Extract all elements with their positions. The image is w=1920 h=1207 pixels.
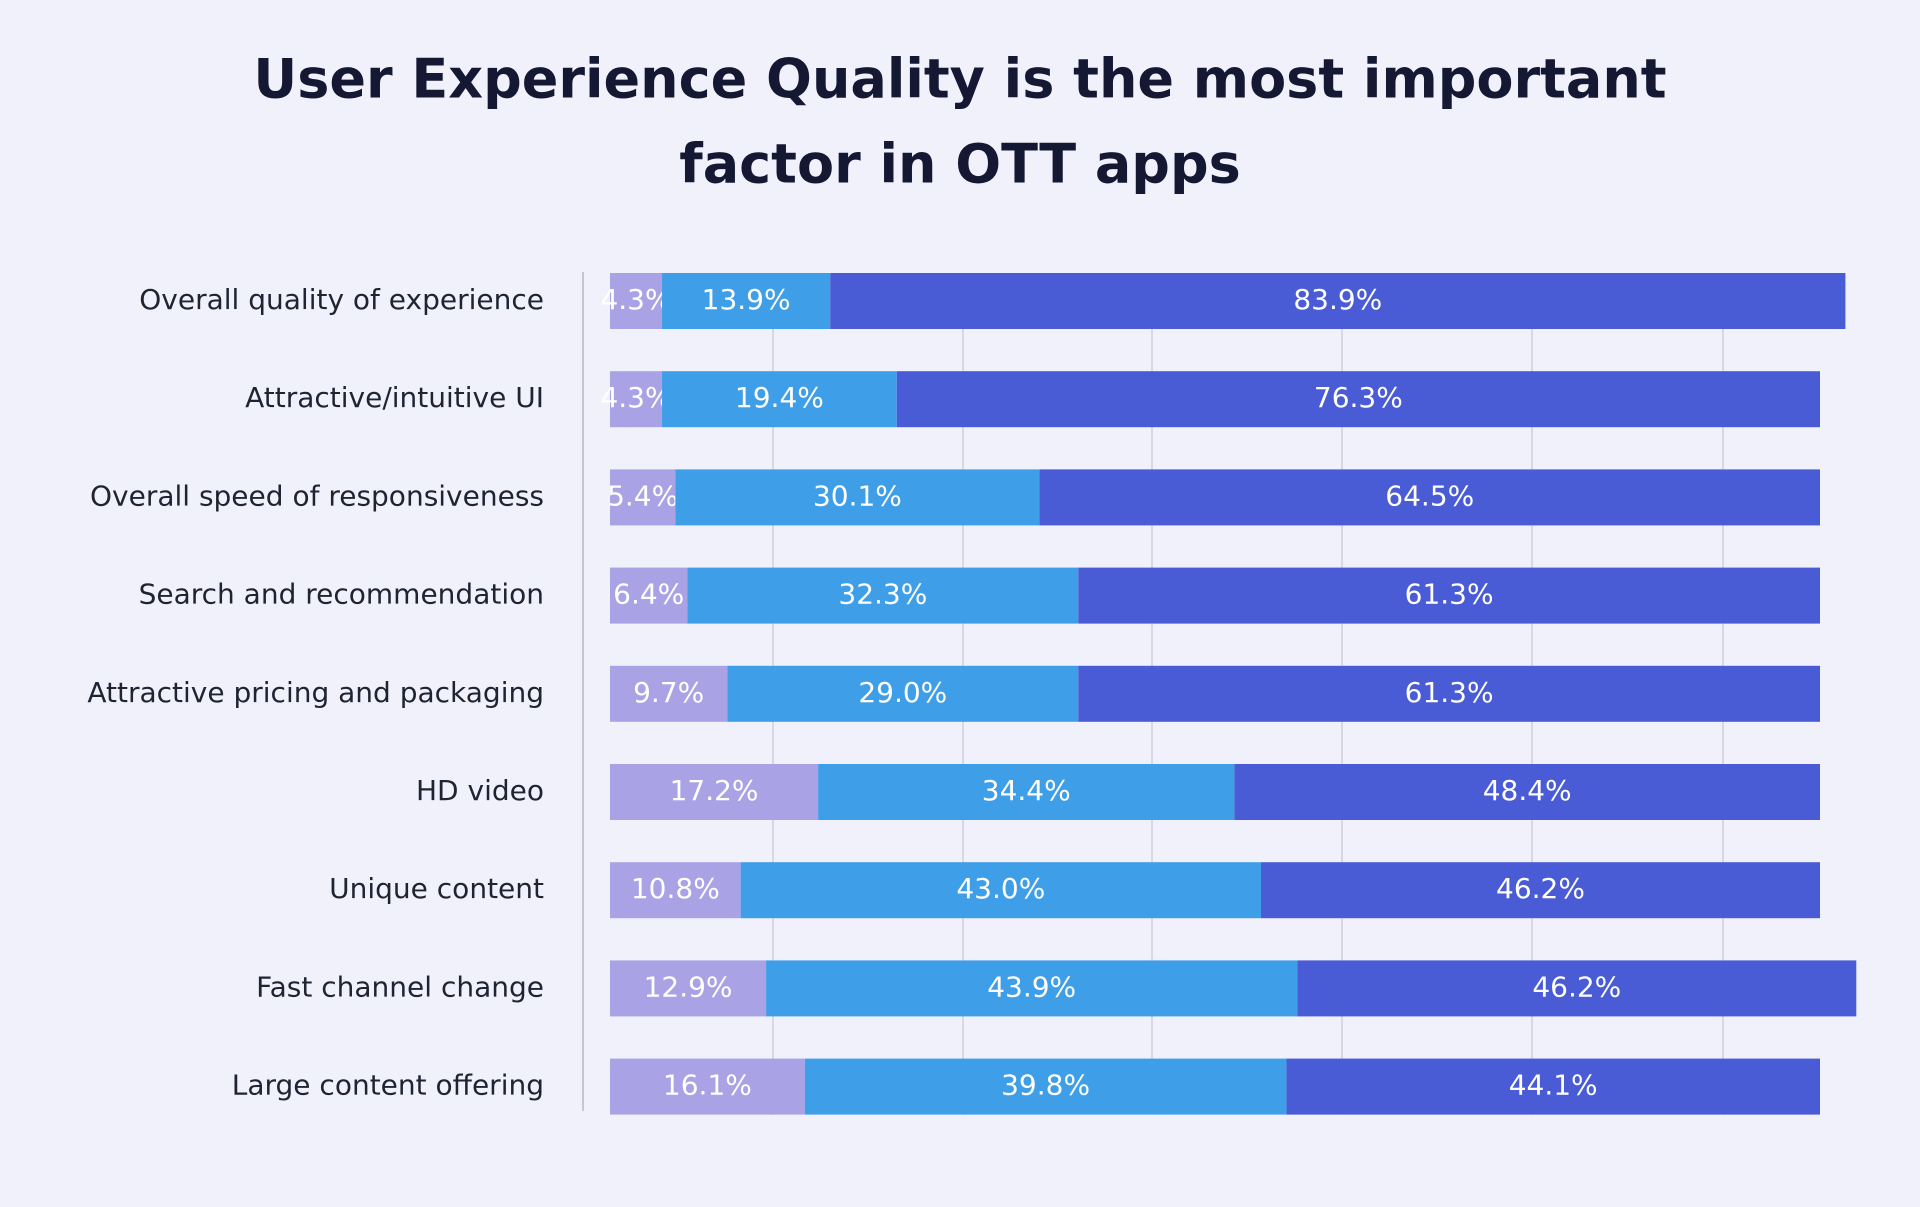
bar-segment — [818, 764, 1235, 820]
data-label: 44.1% — [1509, 1069, 1598, 1102]
bar-segment — [675, 469, 1040, 526]
bar-segment — [830, 273, 1846, 329]
data-label: 76.3% — [1314, 381, 1403, 414]
bar-segment — [804, 1058, 1287, 1115]
bar-segment — [1078, 665, 1820, 722]
bar-segment — [610, 469, 676, 526]
data-label: 43.9% — [987, 970, 1076, 1003]
data-label: 61.3% — [1405, 578, 1494, 611]
bar-segment — [1260, 862, 1820, 919]
bar-segment — [662, 371, 897, 428]
bar-segment — [610, 371, 663, 428]
data-label: 17.2% — [670, 774, 759, 807]
bar-segment — [1297, 960, 1857, 1017]
bar-segment — [896, 371, 1820, 428]
bar-segment — [1286, 1058, 1820, 1115]
data-label: 30.1% — [813, 479, 902, 512]
data-label: 16.1% — [663, 1069, 752, 1102]
bar-segment — [610, 862, 741, 919]
y-tick-label: Attractive pricing and packaging — [87, 676, 544, 709]
y-tick-label: Overall quality of experience — [139, 283, 544, 316]
chart-title: User Experience Quality is the most impo… — [253, 48, 1666, 111]
data-label: 61.3% — [1405, 676, 1494, 709]
bar-segment — [766, 960, 1298, 1017]
bar-segment — [610, 960, 767, 1017]
data-label: 4.3% — [600, 381, 671, 414]
data-label: 29.0% — [858, 676, 947, 709]
data-label: 64.5% — [1385, 479, 1474, 512]
data-label: 46.2% — [1532, 970, 1621, 1003]
y-tick-label: Large content offering — [232, 1069, 544, 1102]
data-label: 19.4% — [735, 381, 824, 414]
bar-segment — [610, 665, 728, 722]
data-label: 6.4% — [613, 578, 684, 611]
y-tick-label: Fast channel change — [256, 970, 544, 1003]
bar-segment — [1039, 469, 1820, 526]
y-tick-label: Attractive/intuitive UI — [245, 381, 544, 414]
data-label: 39.8% — [1001, 1069, 1090, 1102]
bar-segment — [610, 764, 819, 820]
data-label: 43.0% — [956, 872, 1045, 905]
bar-segment — [1078, 567, 1820, 624]
data-label: 46.2% — [1496, 872, 1585, 905]
data-label: 9.7% — [633, 676, 704, 709]
data-label: 10.8% — [631, 872, 720, 905]
y-tick-label: Unique content — [329, 872, 544, 905]
data-label: 32.3% — [838, 578, 927, 611]
y-tick-label: Search and recommendation — [139, 578, 544, 611]
bar-segment — [610, 273, 663, 329]
bar-segment — [1234, 764, 1820, 820]
y-tick-label: HD video — [416, 774, 544, 807]
bar-segment — [727, 665, 1079, 722]
bar-segment — [662, 273, 831, 329]
data-label: 12.9% — [644, 970, 733, 1003]
y-tick-label: Overall speed of responsiveness — [90, 479, 544, 512]
data-label: 5.4% — [607, 479, 678, 512]
chart-title: factor in OTT apps — [679, 133, 1241, 196]
bar-segment — [687, 567, 1079, 624]
data-label: 34.4% — [982, 774, 1071, 807]
data-label: 48.4% — [1483, 774, 1572, 807]
bar-segment — [740, 862, 1261, 919]
bar-segment — [610, 567, 688, 624]
bar-segment — [610, 1058, 805, 1115]
data-label: 4.3% — [600, 283, 671, 316]
data-label: 13.9% — [702, 283, 791, 316]
data-label: 83.9% — [1293, 283, 1382, 316]
